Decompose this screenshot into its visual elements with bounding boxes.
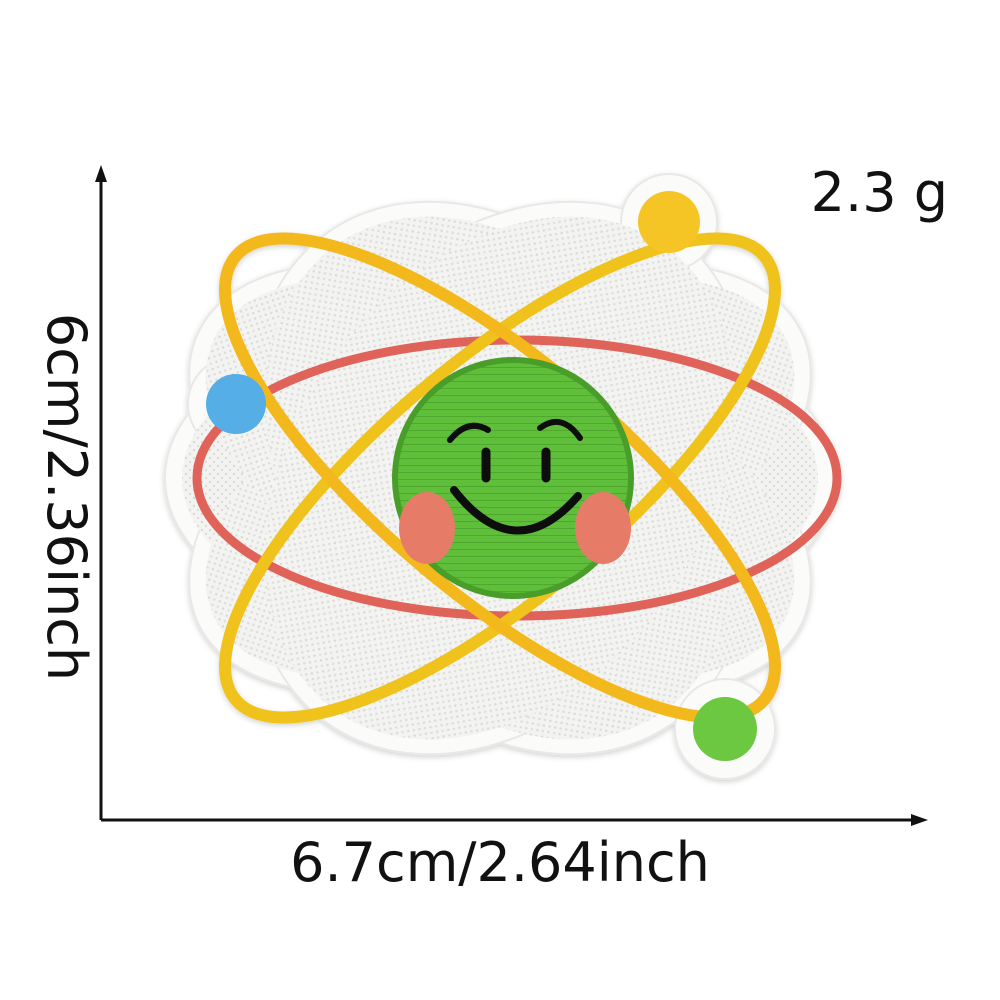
smiley-face-icon [392,357,634,599]
weight-label: 2.3 g [810,161,948,224]
height-dimension-label: 6cm/2.36inch [35,312,98,682]
dimension-arrow-icon [95,165,928,826]
green-electron [693,697,757,761]
atom-patch-icon [164,173,842,780]
blue-electron [206,374,266,434]
yellow-electron [638,191,700,253]
width-dimension-label: 6.7cm/2.64inch [290,831,710,894]
